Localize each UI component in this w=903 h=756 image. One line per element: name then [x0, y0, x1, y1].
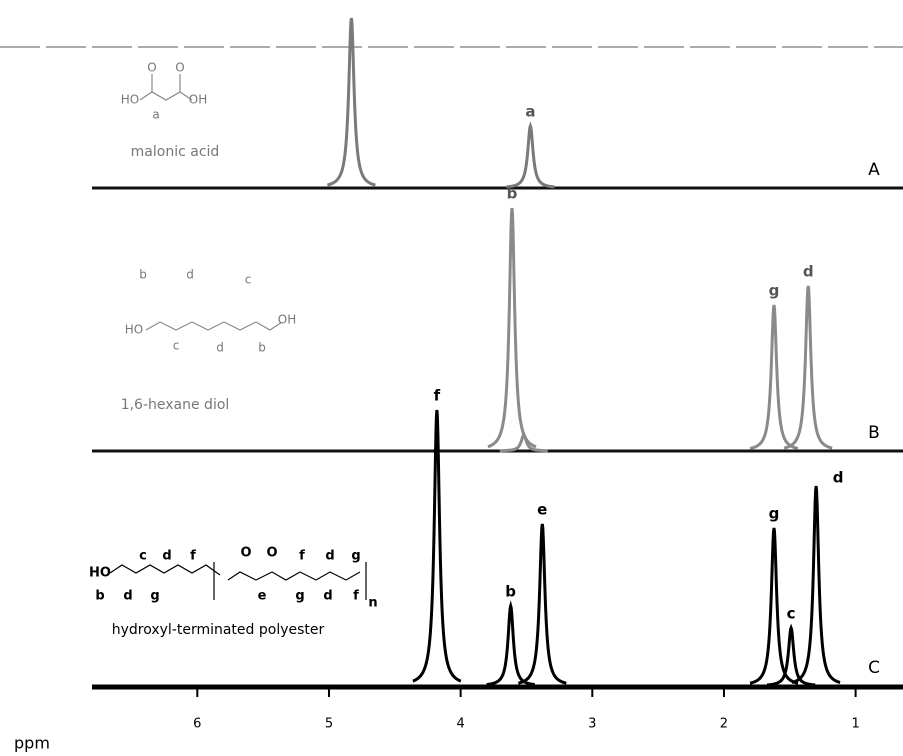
structure-label: d [162, 549, 171, 564]
structure-label: OH [189, 93, 207, 107]
structure-label: d [186, 268, 194, 282]
compound-name: hydroxyl-terminated polyester [112, 622, 325, 638]
structure-label: O [240, 546, 251, 561]
structure-label: b [139, 268, 147, 282]
bond [139, 91, 193, 101]
peak [791, 485, 841, 684]
x-tick-label: 5 [325, 717, 333, 732]
structure-label: c [173, 339, 180, 353]
structure-label: d [123, 589, 132, 604]
bond [227, 571, 361, 581]
peak [783, 285, 833, 450]
x-tick-label: 4 [456, 717, 464, 732]
structure-label: g [150, 589, 159, 604]
peak-label: f [434, 387, 441, 405]
x-axis-label: ppm [14, 734, 50, 753]
peak-label: g [769, 282, 780, 300]
structure-label: HO [89, 566, 111, 581]
x-tick-label: 6 [193, 717, 201, 732]
peak [518, 523, 567, 685]
peak [749, 304, 799, 450]
structure-label: O [266, 546, 277, 561]
structure-label: OH [278, 313, 296, 327]
peak-label: a [525, 103, 535, 121]
peak [486, 600, 535, 687]
structure-label: b [258, 341, 266, 355]
structure-label: a [152, 108, 159, 122]
x-tick-label: 3 [588, 717, 596, 732]
peak [487, 207, 537, 449]
structure-label: O [147, 61, 156, 75]
peak-label: d [803, 263, 814, 281]
structure-label: g [351, 549, 360, 564]
structure-label: n [368, 596, 377, 611]
structure-label: g [295, 589, 304, 604]
structure-label: d [216, 341, 224, 355]
peak [506, 121, 555, 189]
structure-label: f [353, 589, 359, 604]
bond [109, 564, 221, 576]
x-tick-label: 1 [851, 717, 859, 732]
structure-label: c [245, 273, 252, 287]
structure-label: e [258, 589, 267, 604]
peak-label: b [507, 185, 518, 203]
peak-label: b [505, 583, 516, 601]
peak-label: g [769, 505, 780, 523]
structure-label: f [190, 549, 196, 564]
structure-label: HO [121, 93, 139, 107]
peak [327, 17, 376, 187]
peak-label: e [537, 501, 547, 519]
peak [499, 433, 548, 453]
structure-label: c [139, 549, 147, 564]
peak [412, 409, 462, 683]
structure-label: d [323, 589, 332, 604]
structure-label: f [299, 549, 305, 564]
structure-label: O [175, 61, 184, 75]
structure-label: HO [125, 323, 143, 337]
peak [766, 623, 816, 687]
peak-label: d [833, 469, 844, 487]
series-name: A [868, 160, 880, 180]
structure-label: b [95, 589, 104, 604]
peak-label: c [787, 605, 796, 623]
series-name: B [868, 423, 880, 443]
compound-name: malonic acid [131, 144, 220, 160]
bond [145, 321, 283, 331]
series-name: C [868, 658, 880, 678]
peak [749, 527, 799, 685]
compound-name: 1,6-hexane diol [121, 397, 230, 413]
structure-label: d [325, 549, 334, 564]
x-tick-label: 2 [720, 717, 728, 732]
